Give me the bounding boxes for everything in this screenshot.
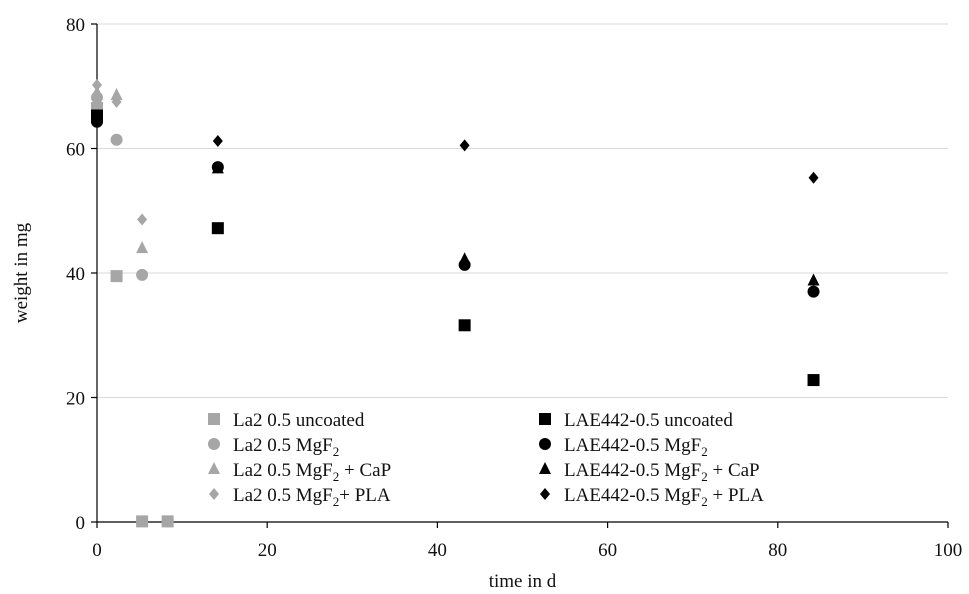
series-0-points	[91, 102, 174, 528]
data-point-triangle	[136, 241, 149, 254]
x-tick-label: 20	[258, 540, 277, 561]
data-point-triangle	[211, 161, 224, 174]
legend-label-suffix: + CaP	[708, 460, 760, 481]
legend-item: LAE442-0.5 MgF2 + PLA	[540, 485, 764, 509]
data-point-triangle	[91, 85, 103, 98]
legend-label-main: La2 0.5 MgF	[233, 485, 333, 506]
series-7-points	[92, 111, 819, 184]
legend-label-suffix: + PLA	[708, 485, 764, 506]
tick-labels: 0 20 40 60 80 0 20 40 60 80 100	[66, 15, 962, 561]
data-point-square	[136, 515, 149, 528]
series-2-points	[91, 85, 149, 254]
legend-label: LAE442-0.5 MgF2	[564, 435, 708, 459]
y-axis-label: weight in mg	[11, 222, 32, 323]
data-points	[91, 79, 820, 528]
legend-marker-square	[539, 413, 551, 425]
y-tick-label: 60	[66, 140, 85, 161]
series-3-points	[92, 79, 148, 226]
legend-label-subscript: 2	[701, 444, 708, 459]
x-tick-label: 100	[934, 540, 963, 561]
legend-label-subscript: 2	[333, 494, 340, 509]
legend-marker-triangle	[208, 462, 220, 474]
series-5-points	[91, 115, 820, 298]
x-tick-label: 60	[598, 540, 617, 561]
legend-label-main: LAE442-0.5 MgF	[564, 460, 701, 481]
legend-label: LAE442-0.5 MgF2 + PLA	[564, 485, 764, 509]
legend-item: LAE442-0.5 MgF2	[539, 435, 708, 459]
data-point-triangle	[110, 87, 123, 100]
legend-label: La2 0.5 MgF2	[233, 435, 339, 459]
legend-item: LAE442-0.5 uncoated	[539, 410, 733, 431]
data-point-circle	[161, 515, 174, 528]
legend-item: La2 0.5 MgF2 + CaP	[208, 460, 391, 484]
series-4-points	[91, 109, 820, 387]
data-point-diamond	[92, 79, 102, 92]
legend-marker-diamond	[540, 488, 550, 500]
legend-label-main: LAE442-0.5 MgF	[564, 485, 701, 506]
legend-label: La2 0.5 MgF2+ PLA	[233, 485, 391, 509]
legend-label: La2 0.5 MgF2 + CaP	[233, 460, 391, 484]
data-point-square	[807, 374, 820, 387]
legend-item: La2 0.5 MgF2+ PLA	[209, 485, 391, 509]
legend-label: LAE442-0.5 MgF2 + CaP	[564, 460, 760, 484]
y-tick-label: 0	[76, 513, 86, 534]
data-point-diamond	[137, 213, 148, 226]
legend-label: LAE442-0.5 uncoated	[564, 410, 733, 431]
x-tick-label: 0	[92, 540, 102, 561]
data-point-diamond	[92, 111, 102, 124]
data-point-diamond	[111, 95, 122, 108]
legend-label: La2 0.5 uncoated	[233, 410, 365, 431]
legend-label-suffix: + CaP	[339, 460, 391, 481]
x-tick-label: 40	[428, 540, 447, 561]
legend-label-main: LAE442-0.5 MgF	[564, 435, 701, 456]
data-point-square	[211, 222, 224, 235]
data-point-circle	[136, 268, 149, 281]
legend-label-subscript: 2	[333, 469, 340, 484]
legend-label-subscript: 2	[701, 469, 708, 484]
y-tick-label: 40	[66, 264, 85, 285]
legend-item: LAE442-0.5 MgF2 + CaP	[539, 460, 760, 484]
series-1-points	[91, 91, 174, 528]
series-6-points	[91, 110, 820, 286]
legend-label-main: La2 0.5 MgF	[233, 460, 333, 481]
legend-marker-diamond	[209, 488, 219, 500]
data-point-circle	[110, 133, 123, 146]
legend-label-suffix: + PLA	[339, 485, 391, 506]
legend-item: La2 0.5 MgF2	[208, 435, 339, 459]
legend-label-main: La2 0.5 MgF	[233, 435, 333, 456]
legend-marker-circle	[539, 438, 551, 450]
legend-label-subscript: 2	[333, 444, 340, 459]
data-point-triangle	[458, 252, 471, 265]
legend-marker-circle	[208, 438, 220, 450]
legend-marker-square	[208, 413, 220, 425]
data-point-triangle	[807, 273, 820, 286]
y-tick-label: 80	[66, 15, 85, 36]
gridlines	[97, 23, 948, 398]
legend-item: La2 0.5 uncoated	[208, 410, 365, 431]
legend-marker-triangle	[539, 462, 551, 474]
legend-label-subscript: 2	[701, 494, 708, 509]
x-axis-label: time in d	[489, 571, 557, 592]
data-point-diamond	[459, 139, 470, 152]
data-point-diamond	[212, 135, 223, 148]
data-point-square	[110, 270, 123, 283]
data-point-circle	[807, 285, 820, 298]
y-tick-label: 20	[66, 389, 85, 410]
x-tick-label: 80	[768, 540, 787, 561]
data-point-diamond	[808, 171, 819, 184]
data-point-square	[458, 319, 471, 332]
